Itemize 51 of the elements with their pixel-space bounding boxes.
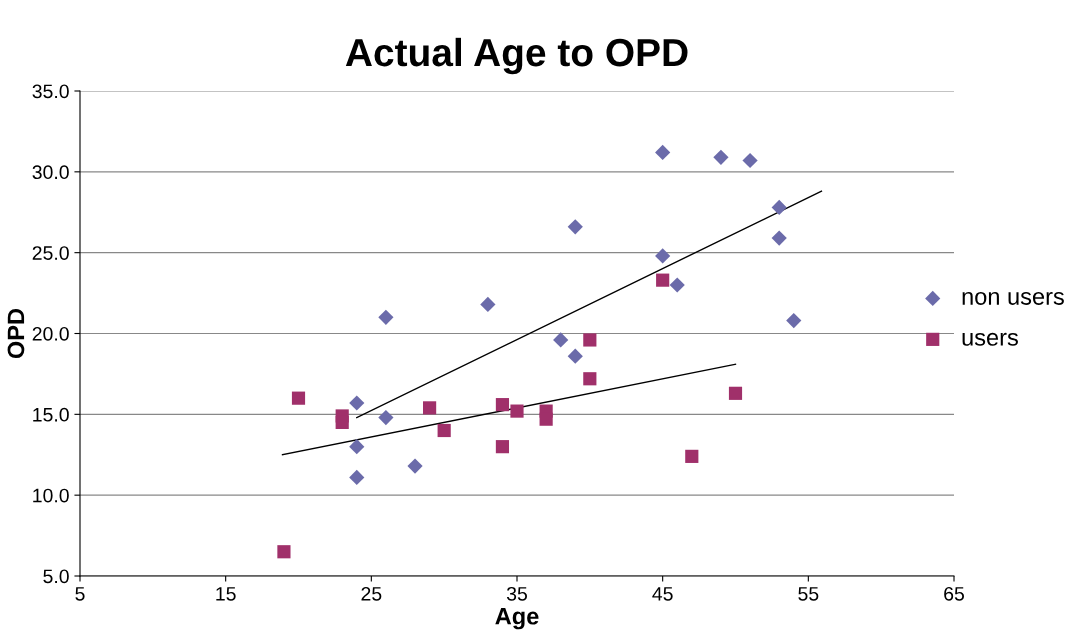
point	[349, 395, 365, 411]
point	[742, 152, 758, 169]
point	[786, 312, 802, 329]
point	[349, 469, 365, 485]
x-tick-label: 5	[75, 587, 85, 601]
x-tick-label: 45	[652, 587, 673, 601]
point	[669, 277, 685, 293]
point	[495, 398, 510, 412]
x-tick-label: 65	[944, 586, 964, 601]
y-tick-label: 25.0	[32, 246, 69, 260]
legend-label: non users	[962, 291, 1064, 305]
point	[771, 230, 787, 246]
point	[553, 332, 569, 348]
point	[728, 386, 743, 400]
point	[378, 409, 394, 426]
y-tick-label: 5.0	[43, 569, 69, 584]
point	[291, 391, 306, 405]
point	[277, 545, 291, 559]
point	[583, 372, 597, 386]
point	[713, 149, 729, 165]
point	[349, 439, 365, 455]
x-tick-label: 55	[798, 587, 819, 601]
x-tick-label: 15	[216, 587, 236, 601]
point	[480, 296, 496, 313]
point	[437, 423, 451, 438]
point	[656, 273, 670, 287]
y-tick-label: 20.0	[32, 326, 69, 341]
point	[567, 348, 583, 364]
point	[495, 440, 510, 454]
legend-label: users	[962, 332, 1018, 346]
y-tick-label: 30.0	[32, 165, 69, 180]
point	[685, 449, 699, 463]
x-axis-title: Age	[495, 608, 539, 630]
y-tick-label: 35.0	[32, 84, 69, 99]
point	[655, 144, 671, 161]
point	[510, 404, 524, 418]
chart-title: Actual Age to OPD	[345, 37, 688, 75]
y-tick-label: 10.0	[33, 488, 69, 503]
point	[539, 412, 553, 426]
point	[583, 333, 597, 347]
point	[771, 199, 787, 216]
x-tick-label: 35	[506, 586, 527, 601]
x-tick-label: 25	[361, 586, 382, 601]
point	[423, 401, 437, 415]
y-axis-title: OPD	[7, 308, 25, 359]
y-tick-label: 15.0	[33, 407, 69, 422]
point	[567, 219, 583, 235]
point	[378, 309, 394, 325]
point	[335, 415, 349, 429]
point	[407, 458, 423, 474]
point	[655, 248, 671, 264]
